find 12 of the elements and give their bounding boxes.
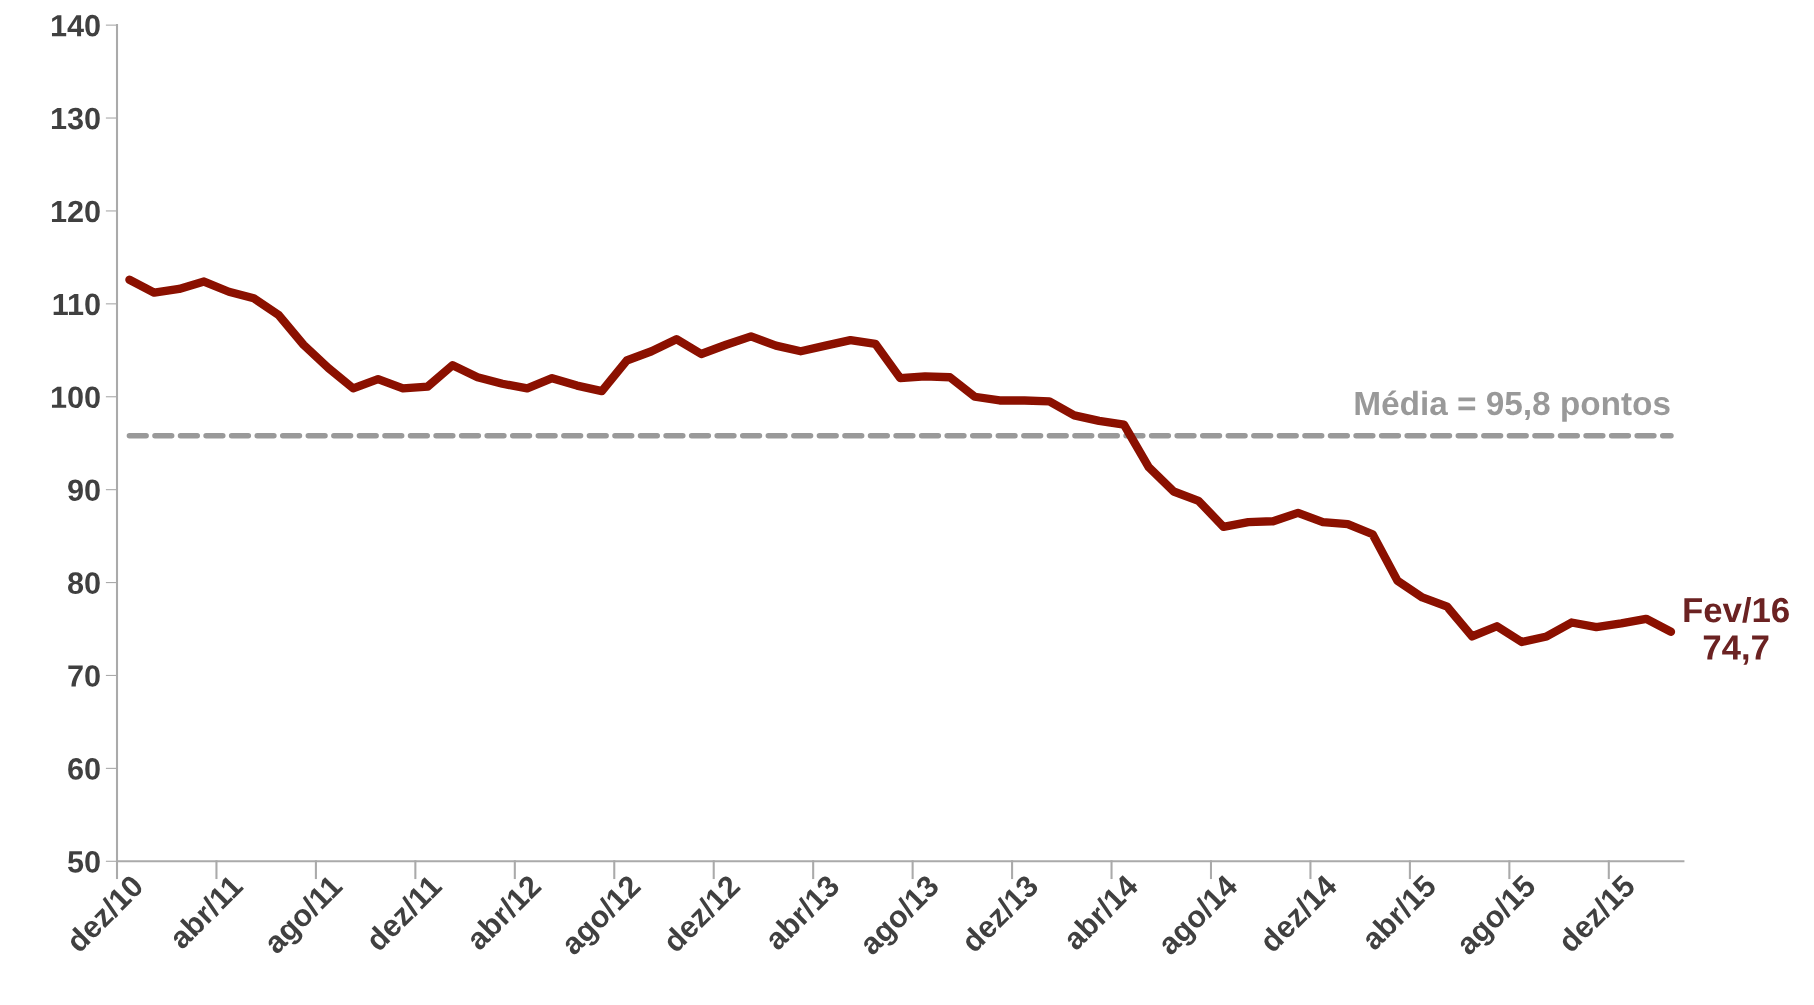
y-tick-label: 100 xyxy=(51,386,100,409)
y-tick-label: 120 xyxy=(51,200,100,223)
y-tick-label: 50 xyxy=(67,851,100,873)
y-tick-label: 60 xyxy=(68,758,100,780)
y-tick-label: 110 xyxy=(53,293,100,316)
y-tick-label: 130 xyxy=(51,107,100,130)
y-tick-label: 70 xyxy=(68,665,100,687)
text: Fev/16 74,7 xyxy=(1684,596,1789,665)
y-tick-label: 140 xyxy=(51,14,100,37)
y-tick-label: 80 xyxy=(68,572,100,594)
ref-line-label: Média = 95,8 pontos xyxy=(1355,390,1670,422)
y-tick-label: 90 xyxy=(68,479,100,502)
